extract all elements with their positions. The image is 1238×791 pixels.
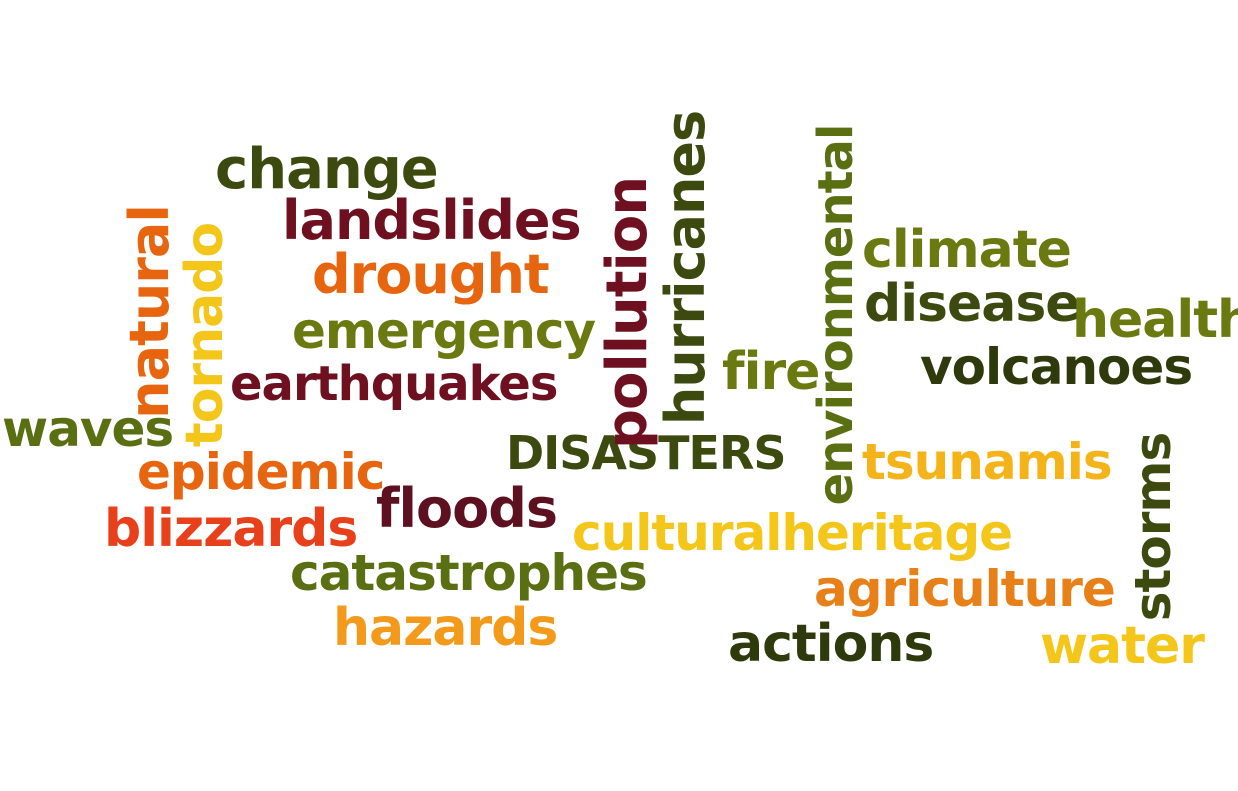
word-waves: waves xyxy=(2,400,174,458)
word-culturalheritage: culturalheritage xyxy=(572,504,1013,562)
word-disasters: DISASTERS xyxy=(506,426,787,480)
word-earthquakes: earthquakes xyxy=(230,356,558,412)
word-pollution: pollution xyxy=(595,176,660,450)
word-actions: actions xyxy=(728,614,934,674)
word-blizzards: blizzards xyxy=(104,499,358,559)
word-climate: climate xyxy=(862,220,1072,280)
word-change: change xyxy=(215,137,439,202)
word-landslides: landslides xyxy=(282,189,582,252)
word-natural: natural xyxy=(118,205,181,419)
word-water: water xyxy=(1040,616,1205,676)
word-health: health xyxy=(1072,290,1238,350)
word-environmental: environmental xyxy=(808,124,864,506)
word-agriculture: agriculture xyxy=(814,560,1116,618)
word-epidemic: epidemic xyxy=(137,443,385,501)
word-tornado: tornado xyxy=(175,222,235,448)
word-emergency: emergency xyxy=(292,302,596,360)
word-hurricanes: hurricanes xyxy=(654,110,717,426)
word-floods: floods xyxy=(376,477,558,540)
word-tsunamis: tsunamis xyxy=(862,433,1113,491)
word-storms: storms xyxy=(1124,432,1182,622)
word-fire: fire xyxy=(722,342,820,402)
word-volcanoes: volcanoes xyxy=(920,338,1193,396)
word-catastrophes: catastrophes xyxy=(290,544,648,602)
word-drought: drought xyxy=(312,243,550,306)
word-disease: disease xyxy=(864,274,1081,334)
word-hazards: hazards xyxy=(333,598,558,658)
